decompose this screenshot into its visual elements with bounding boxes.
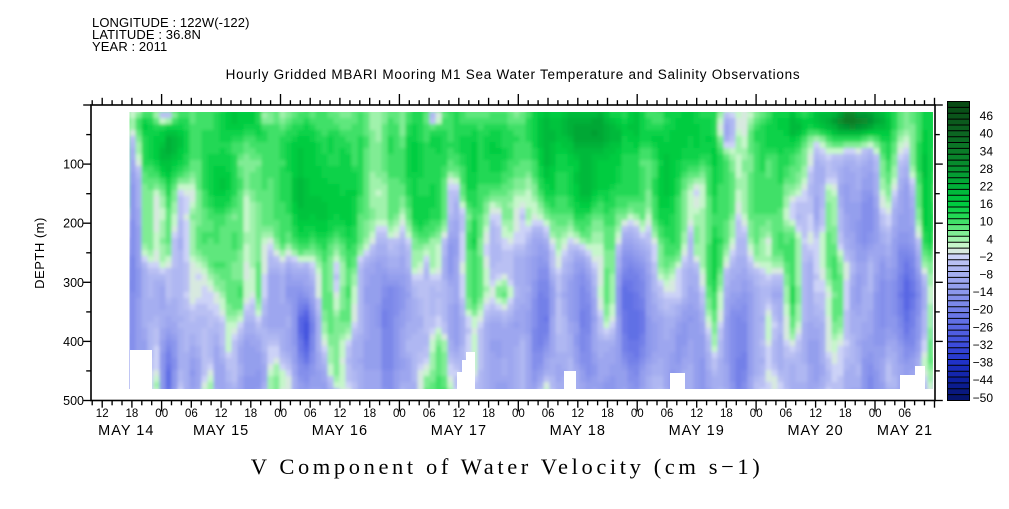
svg-text:12: 12 (96, 408, 109, 420)
svg-text:MAY 16: MAY 16 (312, 423, 368, 439)
svg-text:12: 12 (571, 408, 584, 420)
svg-text:00: 00 (393, 408, 406, 420)
svg-text:500: 500 (63, 394, 84, 408)
svg-text:22: 22 (980, 180, 994, 194)
svg-text:−2: −2 (979, 250, 993, 264)
svg-text:06: 06 (423, 408, 436, 420)
svg-text:12: 12 (215, 408, 228, 420)
svg-text:18: 18 (482, 408, 495, 420)
svg-text:MAY 15: MAY 15 (193, 423, 249, 439)
svg-text:4: 4 (986, 232, 993, 246)
svg-text:100: 100 (63, 158, 84, 172)
svg-text:−38: −38 (973, 356, 994, 370)
svg-text:MAY 14: MAY 14 (98, 423, 154, 439)
svg-text:18: 18 (126, 408, 139, 420)
svg-text:46: 46 (980, 109, 994, 123)
svg-text:V Component of Water Velocity: V Component of Water Velocity (cm s−1) (251, 454, 764, 479)
svg-text:12: 12 (334, 408, 347, 420)
svg-text:MAY 20: MAY 20 (787, 423, 843, 439)
svg-text:MAY 19: MAY 19 (669, 423, 725, 439)
svg-text:200: 200 (63, 217, 84, 231)
svg-text:LONGITUDE : 122W(-122): LONGITUDE : 122W(-122) (92, 15, 250, 30)
svg-text:00: 00 (869, 408, 882, 420)
svg-text:18: 18 (839, 408, 852, 420)
svg-text:06: 06 (780, 408, 793, 420)
svg-text:18: 18 (244, 408, 257, 420)
svg-text:06: 06 (185, 408, 198, 420)
svg-text:00: 00 (750, 408, 763, 420)
svg-text:DEPTH (m): DEPTH (m) (32, 217, 47, 289)
svg-text:06: 06 (542, 408, 555, 420)
svg-text:MAY 21: MAY 21 (877, 423, 933, 439)
svg-text:12: 12 (809, 408, 822, 420)
svg-text:06: 06 (661, 408, 674, 420)
svg-text:00: 00 (512, 408, 525, 420)
svg-text:28: 28 (980, 162, 994, 176)
svg-text:LATITUDE : 36.8N: LATITUDE : 36.8N (92, 27, 201, 42)
svg-text:18: 18 (720, 408, 733, 420)
svg-text:18: 18 (363, 408, 376, 420)
svg-text:00: 00 (155, 408, 168, 420)
svg-text:18: 18 (601, 408, 614, 420)
svg-text:12: 12 (690, 408, 703, 420)
svg-text:16: 16 (980, 197, 994, 211)
svg-text:40: 40 (980, 127, 994, 141)
svg-text:−20: −20 (973, 303, 994, 317)
svg-text:12: 12 (453, 408, 466, 420)
svg-text:−50: −50 (973, 391, 994, 405)
svg-text:06: 06 (304, 408, 317, 420)
svg-text:YEAR : 2011: YEAR : 2011 (92, 39, 167, 54)
svg-text:10: 10 (980, 215, 994, 229)
svg-text:MAY 18: MAY 18 (550, 423, 606, 439)
svg-text:00: 00 (274, 408, 287, 420)
svg-text:400: 400 (63, 335, 84, 349)
svg-text:300: 300 (63, 276, 84, 290)
svg-text:MAY 17: MAY 17 (431, 423, 487, 439)
svg-text:34: 34 (980, 144, 994, 158)
svg-text:−26: −26 (973, 320, 994, 334)
svg-text:−32: −32 (973, 338, 994, 352)
svg-text:Hourly Gridded MBARI Mooring M: Hourly Gridded MBARI Mooring M1 Sea Wate… (226, 67, 801, 82)
svg-text:−14: −14 (973, 285, 994, 299)
svg-text:06: 06 (898, 408, 911, 420)
svg-text:−8: −8 (979, 268, 993, 282)
svg-text:00: 00 (631, 408, 644, 420)
svg-text:−44: −44 (973, 373, 994, 387)
